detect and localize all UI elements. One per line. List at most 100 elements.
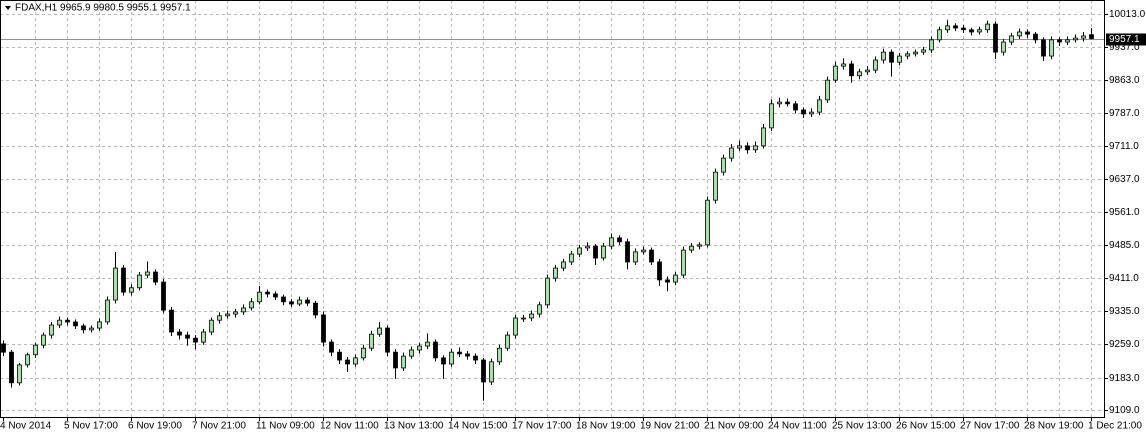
candle-body <box>545 277 550 306</box>
candle-body <box>249 301 254 309</box>
candle-body <box>1041 39 1046 57</box>
candle-body <box>1017 31 1022 37</box>
y-tick-label: 9411.0 <box>1109 273 1139 284</box>
candle-body <box>841 63 846 67</box>
candle-body <box>865 69 870 73</box>
candle-body <box>57 319 62 326</box>
y-tick-label: 9259.0 <box>1109 339 1140 350</box>
candle-body <box>177 331 182 336</box>
candle-body <box>145 271 150 276</box>
candle-body <box>833 65 838 81</box>
candle-body <box>593 245 598 259</box>
candle-body <box>737 145 742 149</box>
x-tick-label: 13 Nov 13:00 <box>384 421 444 432</box>
candle-body <box>713 171 718 201</box>
candle-body <box>1033 33 1038 41</box>
candle-body <box>369 333 374 349</box>
candle-body <box>89 327 94 331</box>
candle-body <box>361 347 366 359</box>
x-tick-label: 26 Nov 15:00 <box>896 421 956 432</box>
y-tick-label: 10013.0 <box>1109 9 1146 20</box>
x-tick-label: 1 Dec 21:00 <box>1088 421 1142 432</box>
candles <box>1 19 1094 401</box>
candle-body <box>433 341 438 359</box>
candle-body <box>97 321 102 329</box>
x-tick-label: 6 Nov 19:00 <box>128 421 182 432</box>
y-tick-label: 9109.0 <box>1109 405 1140 416</box>
candle-body <box>921 49 926 53</box>
candle-body <box>617 237 622 243</box>
x-tick-label: 27 Nov 17:00 <box>960 421 1020 432</box>
y-tick-label: 9183.0 <box>1109 373 1140 384</box>
grid <box>0 0 1105 418</box>
candle-body <box>825 79 830 101</box>
candle-body <box>673 274 678 283</box>
candle-body <box>417 345 422 351</box>
candle-body <box>1049 39 1054 57</box>
x-tick-label: 21 Nov 09:00 <box>704 421 764 432</box>
candle-body <box>993 23 998 53</box>
candle-body <box>913 51 918 55</box>
candle-body <box>393 351 398 369</box>
y-tick-label: 9637.0 <box>1109 174 1140 185</box>
x-tick-label: 7 Nov 21:00 <box>192 421 246 432</box>
candle-body <box>185 334 190 339</box>
candle-body <box>241 307 246 313</box>
candle-body <box>81 325 86 331</box>
y-tick-label: 9711.0 <box>1109 141 1139 152</box>
candle-body <box>665 279 670 283</box>
plot-frame <box>0 0 1105 418</box>
candle-body <box>761 127 766 147</box>
candle-body <box>1 343 6 353</box>
candle-body <box>569 253 574 263</box>
candle-body <box>1025 31 1030 35</box>
y-tick-label: 9787.0 <box>1109 108 1140 119</box>
candle-body <box>1089 34 1094 39</box>
candle-body <box>121 267 126 293</box>
candle-body <box>401 355 406 369</box>
candle-body <box>217 315 222 321</box>
y-tick-label: 9335.0 <box>1109 306 1140 317</box>
candle-body <box>201 331 206 343</box>
candle-body <box>801 109 806 115</box>
candle-body <box>65 319 70 323</box>
candle-body <box>657 261 662 281</box>
candle-body <box>489 361 494 383</box>
candle-body <box>873 59 878 71</box>
candle-body <box>297 299 302 305</box>
candle-body <box>265 291 270 295</box>
candle-body <box>937 29 942 41</box>
candle-body <box>441 357 446 365</box>
candle-body <box>961 27 966 31</box>
candle-body <box>257 291 262 303</box>
y-tick-label: 9485.0 <box>1109 240 1140 251</box>
candle-body <box>785 101 790 105</box>
candle-body <box>985 23 990 31</box>
x-tick-label: 14 Nov 15:00 <box>448 421 508 432</box>
candle-body <box>425 341 430 347</box>
candle-body <box>481 359 486 383</box>
candle-body <box>609 237 614 247</box>
candle-body <box>113 267 118 301</box>
candle-body <box>809 111 814 115</box>
candle-body <box>305 299 310 304</box>
candle-body <box>1001 41 1006 53</box>
candle-body <box>321 314 326 343</box>
candle-body <box>561 261 566 269</box>
candle-body <box>681 249 686 276</box>
chart-title: FDAX,H1 9965.9 9980.5 9955.1 9957.1 <box>15 3 191 14</box>
x-tick-label: 18 Nov 19:00 <box>576 421 636 432</box>
candle-body <box>1073 37 1078 41</box>
candle-body <box>49 324 54 336</box>
symbol-menu-icon <box>5 6 11 10</box>
candle-body <box>1081 35 1086 39</box>
x-tick-label: 17 Nov 17:00 <box>512 421 572 432</box>
x-tick-label: 24 Nov 11:00 <box>768 421 827 432</box>
candle-body <box>409 349 414 357</box>
y-tick-label: 9561.0 <box>1109 207 1140 218</box>
candle-body <box>945 25 950 31</box>
candle-body <box>209 319 214 333</box>
candle-body <box>465 353 470 357</box>
